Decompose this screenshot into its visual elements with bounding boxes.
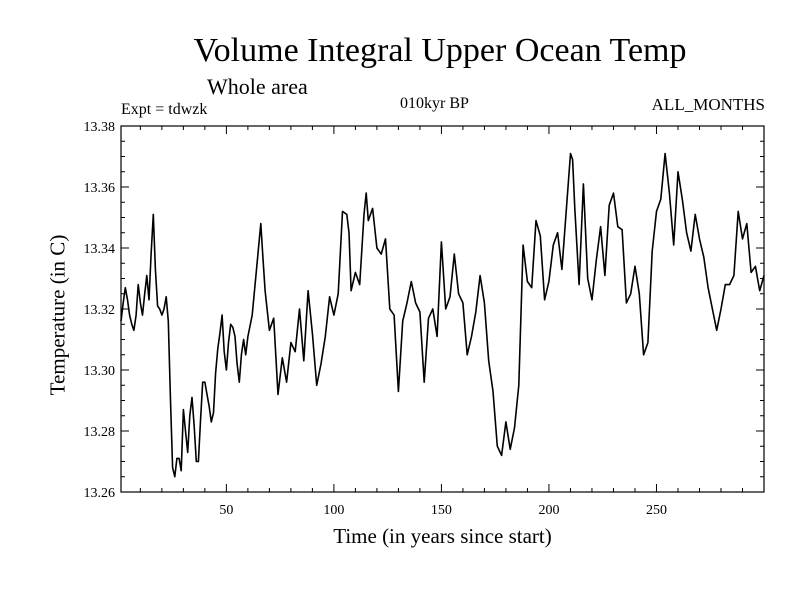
y-tick-label: 13.32: [84, 303, 116, 318]
plot-frame: [120, 125, 765, 493]
months-label: ALL_MONTHS: [651, 95, 765, 114]
x-tick-label: 150: [431, 503, 452, 518]
x-axis-label: Time (in years since start): [333, 524, 552, 548]
y-tick-label: 13.30: [84, 364, 116, 379]
y-tick-label: 13.34: [84, 242, 116, 257]
chart-title: Volume Integral Upper Ocean Temp: [193, 32, 687, 69]
y-axis-label: Temperature (in C): [45, 234, 70, 396]
experiment-label: Expt = tdwzk: [121, 101, 208, 118]
period-label: 010kyr BP: [400, 95, 469, 112]
y-tick-label: 13.26: [84, 486, 116, 501]
x-tick-label: 250: [646, 503, 667, 518]
x-tick-label: 50: [219, 503, 233, 518]
x-tick-label: 100: [323, 503, 344, 518]
chart-subtitle: Whole area: [207, 74, 308, 99]
y-tick-label: 13.38: [84, 120, 116, 135]
series-line: [120, 152, 765, 478]
y-tick-label: 13.36: [84, 181, 116, 196]
x-tick-label: 200: [538, 503, 559, 518]
y-tick-label: 13.28: [84, 425, 116, 440]
